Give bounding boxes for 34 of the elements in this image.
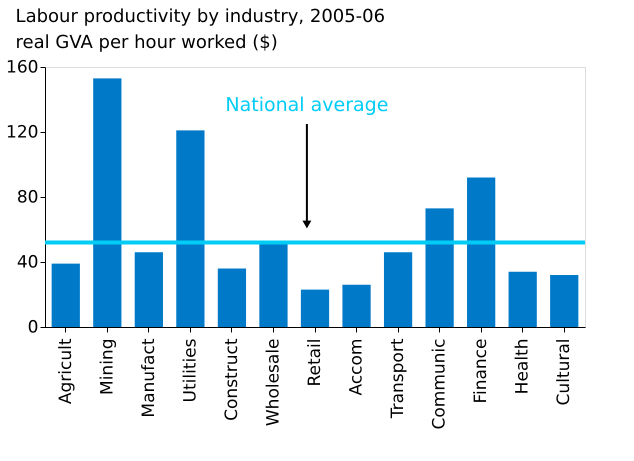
x-tick-label: Agricult xyxy=(56,338,76,404)
y-tick-label: 40 xyxy=(16,252,38,272)
chart-subtitle: real GVA per hour worked ($) xyxy=(16,32,278,53)
bar xyxy=(467,178,496,327)
bar xyxy=(93,78,122,327)
x-tick-label: Manufact xyxy=(138,338,159,418)
y-tick-label: 120 xyxy=(6,122,38,142)
x-tick-label: Communic xyxy=(430,338,450,430)
x-tick-label: Health xyxy=(512,338,533,394)
bar xyxy=(176,130,205,327)
bar xyxy=(52,264,80,327)
y-tick-label: 80 xyxy=(16,188,38,208)
bar xyxy=(134,252,163,327)
x-tick-label: Utilities xyxy=(180,338,200,402)
ref-line-label: National average xyxy=(225,94,388,116)
bar xyxy=(300,290,330,327)
bar xyxy=(550,275,578,327)
x-tick-label: Finance xyxy=(471,338,492,404)
x-tick-label: Mining xyxy=(97,338,118,395)
x-tick-label: Retail xyxy=(305,338,325,387)
y-tick-label: 0 xyxy=(28,318,38,338)
x-tick-label: Transport xyxy=(388,338,408,420)
x-tick-label: Accom xyxy=(346,338,367,396)
bar xyxy=(425,208,454,327)
bar xyxy=(218,268,246,327)
x-tick-label: Wholesale xyxy=(263,338,284,426)
bar xyxy=(508,272,537,327)
x-tick-label: Cultural xyxy=(554,338,574,406)
bar xyxy=(259,242,288,327)
x-tick-label: Construct xyxy=(222,338,242,421)
y-tick-label: 160 xyxy=(6,58,38,78)
chart-title: Labour productivity by industry, 2005-06 xyxy=(16,6,386,27)
bar xyxy=(384,252,412,327)
bar xyxy=(342,284,371,327)
